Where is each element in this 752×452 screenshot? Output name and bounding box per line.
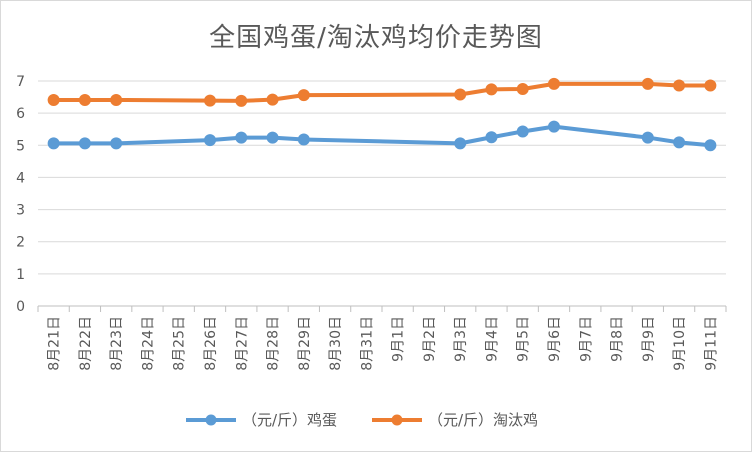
- x-tick-label: 8月31日: [359, 316, 375, 371]
- x-tick-label: 8月24日: [140, 316, 156, 371]
- y-tick-label: 7: [16, 74, 25, 90]
- data-point: [47, 137, 60, 150]
- x-tick-label: 8月30日: [328, 316, 344, 371]
- data-point: [454, 137, 467, 150]
- data-point: [704, 139, 717, 152]
- data-point: [548, 120, 560, 133]
- data-point: [485, 131, 498, 144]
- legend-label: （元/斤）鸡蛋: [242, 411, 337, 429]
- data-point: [204, 134, 216, 147]
- data-point: [266, 131, 279, 144]
- series-line-1: [51, 124, 713, 148]
- x-tick-label: 9月8日: [610, 316, 626, 362]
- data-point: [641, 131, 654, 144]
- data-point: [110, 93, 123, 106]
- x-tick-label: 8月23日: [109, 316, 125, 371]
- data-point: [673, 79, 686, 92]
- x-tick-label: 9月6日: [547, 316, 563, 362]
- x-tick-label: 8月26日: [203, 316, 219, 371]
- data-point: [235, 94, 248, 107]
- data-point: [516, 125, 529, 138]
- y-tick-label: 3: [16, 203, 25, 219]
- y-tick-label: 2: [16, 235, 25, 251]
- x-tick-label: 9月5日: [516, 316, 532, 362]
- y-tick-label: 5: [16, 138, 25, 154]
- data-point: [297, 133, 310, 146]
- data-point: [235, 131, 248, 144]
- data-point: [47, 93, 60, 106]
- x-tick-label: 9月1日: [391, 316, 407, 362]
- x-tick-label: 9月4日: [484, 316, 500, 362]
- x-tick-label: 9月2日: [422, 316, 438, 362]
- x-tick-label: 8月29日: [297, 316, 313, 371]
- x-tick-label: 8月28日: [266, 316, 282, 371]
- data-point: [516, 83, 529, 96]
- data-point: [266, 93, 279, 106]
- legend-label: （元/斤）淘汰鸡: [428, 411, 538, 429]
- legend-swatch-marker: [205, 414, 217, 426]
- data-point: [641, 77, 654, 90]
- legend-swatch-marker: [391, 414, 403, 426]
- y-tick-label: 0: [16, 299, 25, 315]
- series-line-2: [51, 81, 713, 103]
- data-point: [454, 88, 467, 101]
- data-point: [78, 93, 91, 106]
- x-tick-label: 9月10日: [672, 316, 688, 371]
- x-tick-label: 8月22日: [78, 316, 94, 371]
- data-point: [297, 89, 310, 102]
- data-point: [78, 137, 91, 150]
- y-tick-label: 1: [16, 267, 25, 283]
- y-tick-label: 4: [16, 170, 25, 186]
- data-point: [673, 136, 686, 149]
- y-tick-label: 6: [16, 106, 25, 122]
- x-tick-label: 8月27日: [234, 316, 250, 371]
- data-point: [704, 79, 717, 92]
- x-tick-label: 9月9日: [641, 316, 657, 362]
- data-point: [485, 83, 498, 96]
- x-tick-label: 8月25日: [172, 316, 188, 371]
- data-point: [204, 94, 216, 107]
- x-tick-label: 9月3日: [453, 316, 469, 362]
- data-point: [110, 137, 123, 150]
- chart-title: 全国鸡蛋/淘汰鸡均价走势图: [209, 23, 543, 53]
- x-tick-label: 8月21日: [47, 316, 63, 371]
- x-tick-label: 9月11日: [703, 316, 719, 371]
- x-tick-label: 9月7日: [578, 316, 594, 362]
- data-point: [548, 77, 560, 90]
